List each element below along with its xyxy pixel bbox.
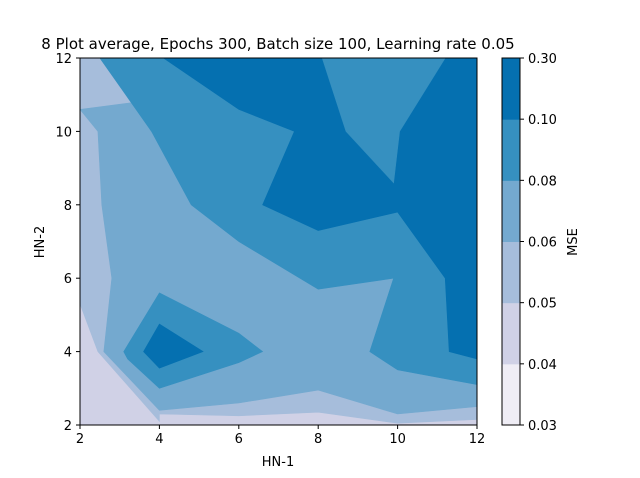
colorbar-tick-label: 0.08 [528, 174, 557, 189]
y-axis: 2 4 6 8 10 12 [55, 52, 80, 434]
x-tick-label: 10 [389, 432, 406, 447]
y-tick-label: 8 [64, 199, 72, 214]
colorbar-band [502, 363, 520, 426]
colorbar-tick-label: 0.06 [528, 236, 557, 251]
y-tick-label: 12 [55, 52, 72, 67]
colorbar-label: MSE [566, 228, 581, 256]
plot-area [80, 58, 477, 425]
colorbar-band [502, 119, 520, 181]
x-axis-label: HN-1 [262, 455, 294, 470]
x-tick-label: 6 [235, 432, 243, 447]
colorbar-band [502, 302, 520, 365]
colorbar-frame [501, 57, 521, 426]
contour-region-7 [143, 323, 204, 369]
plot-frame [79, 57, 478, 426]
x-tick-label: 2 [76, 432, 84, 447]
x-tick-label: 12 [469, 432, 486, 447]
x-tick-label: 8 [314, 432, 322, 447]
colorbar-band [502, 241, 520, 304]
colorbar-tick-label: 0.10 [528, 113, 557, 128]
contour-region-8 [321, 58, 446, 184]
colorbar-band [502, 180, 520, 242]
colorbar: 0.03 0.04 0.05 0.06 0.08 0.10 0.30 [502, 52, 557, 434]
y-tick-label: 4 [64, 346, 72, 361]
x-tick-label: 4 [155, 432, 163, 447]
colorbar-tick-label: 0.04 [528, 358, 557, 373]
colorbar-band [502, 58, 520, 120]
chart-title: 8 Plot average, Epochs 300, Batch size 1… [41, 35, 514, 53]
colorbar-tick-label: 0.05 [528, 297, 557, 312]
x-axis: 2 4 6 8 10 12 [76, 425, 485, 447]
colorbar-tick-label: 0.30 [528, 52, 557, 67]
y-tick-label: 6 [64, 272, 72, 287]
y-tick-label: 10 [55, 125, 72, 140]
y-tick-label: 2 [64, 419, 72, 434]
y-axis-label: HN-2 [33, 226, 48, 258]
colorbar-tick-label: 0.03 [528, 419, 557, 434]
